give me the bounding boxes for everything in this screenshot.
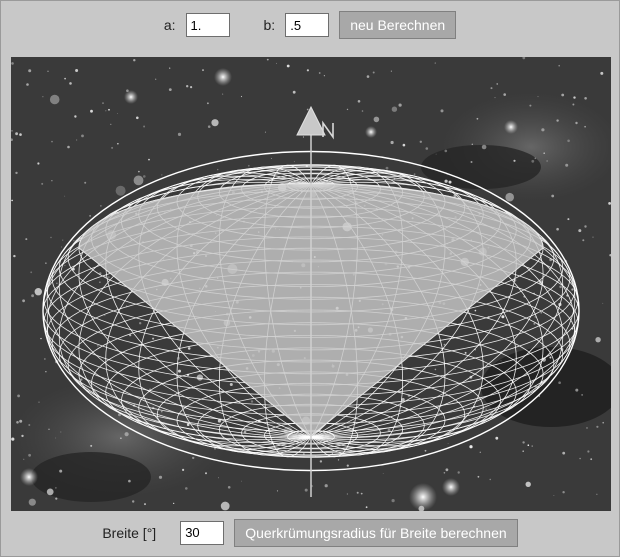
a-label: a: <box>163 17 176 33</box>
b-label: b: <box>263 17 276 33</box>
recalculate-button[interactable]: neu Berechnen <box>339 11 457 39</box>
ellipsoid-canvas[interactable] <box>11 57 611 511</box>
north-arrow-icon <box>296 105 334 140</box>
compute-radius-button[interactable]: Querkrümungsradius für Breite berechnen <box>234 518 518 547</box>
b-input[interactable] <box>285 13 330 37</box>
latitude-bar: Breite [°] Querkrümungsradius für Breite… <box>1 509 619 556</box>
parameter-bar: a: b: neu Berechnen <box>1 1 619 49</box>
latitude-input[interactable] <box>180 520 225 545</box>
latitude-label: Breite [°] <box>102 524 157 541</box>
a-input[interactable] <box>185 13 230 37</box>
